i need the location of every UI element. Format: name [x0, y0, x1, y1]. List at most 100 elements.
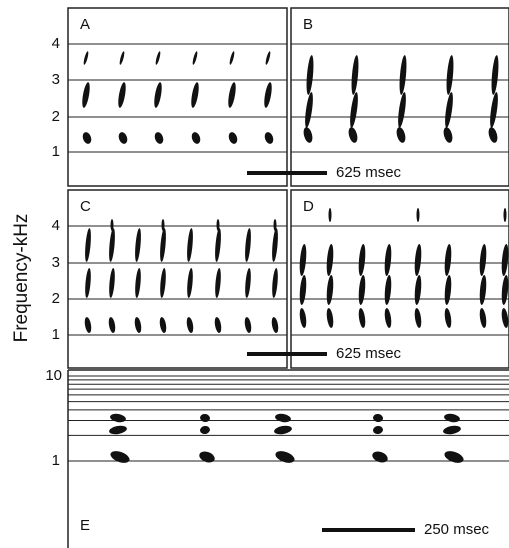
spectrogram-trace — [491, 55, 499, 95]
spectrogram-trace — [192, 51, 198, 65]
spectrogram-trace — [358, 275, 366, 305]
spectrogram-trace — [414, 244, 422, 276]
spectrogram-trace — [109, 268, 115, 298]
spectrogram-trace — [134, 317, 142, 333]
spectrogram-trace — [110, 451, 130, 463]
spectrogram-trace — [118, 82, 126, 108]
spectrogram-trace — [160, 228, 166, 262]
panel-frame — [67, 7, 288, 187]
y-tick-label: 2 — [52, 108, 60, 125]
spectrogram-trace — [110, 219, 114, 231]
spectrogram-trace — [501, 244, 509, 276]
spectrogram-trace — [200, 413, 210, 423]
scale-bar-label: 250 msec — [424, 521, 490, 538]
spectrogram-trace — [154, 82, 162, 108]
spectrogram-trace — [187, 268, 193, 298]
y-tick-label: 3 — [52, 71, 60, 88]
panel-frame — [290, 7, 509, 187]
spectrogram-trace — [110, 413, 126, 423]
spectrogram-trace — [244, 317, 252, 333]
spectrogram-trace — [85, 268, 91, 298]
spectrogram-trace — [384, 275, 392, 305]
panel-frame — [290, 189, 509, 369]
y-tick-label: 2 — [52, 290, 60, 307]
y-tick-label: 3 — [52, 254, 60, 271]
spectrogram-trace — [214, 317, 222, 333]
spectrogram-trace — [159, 317, 167, 333]
spectrogram-trace — [501, 275, 509, 305]
spectrogram-trace — [272, 268, 278, 298]
spectrogram-trace — [109, 228, 115, 262]
spectrogram-trace — [274, 425, 292, 435]
spectrogram-trace — [445, 92, 453, 128]
spectrogram-trace — [416, 208, 420, 222]
spectrogram-trace — [399, 55, 407, 95]
spectrogram-trace — [444, 244, 452, 276]
spectrogram-trace — [303, 127, 313, 143]
panel-label: D — [303, 198, 314, 215]
spectrogram-trace — [216, 219, 220, 231]
y-tick-label: 1 — [52, 143, 60, 160]
spectrogram-trace — [479, 244, 487, 276]
spectrogram-trace — [305, 92, 313, 128]
spectrogram-trace — [119, 51, 125, 65]
scale-bar-label: 625 msec — [336, 345, 402, 362]
y-tick-label: 4 — [52, 217, 60, 234]
scale-bar-label: 625 msec — [336, 164, 402, 181]
spectrogram-trace — [187, 228, 193, 262]
y-tick-label: 1 — [52, 452, 60, 469]
panel-label: A — [80, 16, 90, 33]
spectrogram-trace — [275, 413, 291, 423]
spectrogram-trace — [109, 425, 127, 435]
spectrogram-trace — [351, 55, 359, 95]
spectrogram-trace — [490, 92, 498, 128]
spectrogram-trace — [161, 219, 165, 231]
panel-label: C — [80, 198, 91, 215]
spectrogram-trace — [396, 127, 406, 143]
spectrogram-trace — [501, 308, 509, 328]
spectrogram-trace — [373, 413, 383, 423]
spectrogram-trace — [83, 51, 89, 65]
spectrogram-trace — [444, 413, 460, 423]
spectrogram-trace — [398, 92, 406, 128]
spectrogram-trace — [273, 219, 277, 231]
spectrogram-trace — [215, 228, 221, 262]
y-tick-label: 10 — [45, 367, 62, 384]
y-axis-label: Frequency-kHz — [11, 214, 32, 343]
spectrogram-trace — [191, 132, 201, 144]
spectrogram-trace — [84, 317, 92, 333]
y-tick-label: 1 — [52, 326, 60, 343]
panel-frame — [67, 189, 288, 369]
spectrogram-trace — [306, 55, 314, 95]
spectrogram-trace — [85, 228, 91, 262]
spectrogram-trace — [271, 317, 279, 333]
spectrogram-trace — [82, 132, 92, 144]
spectrogram-trace — [264, 132, 274, 144]
y-tick-label: 4 — [52, 35, 60, 52]
spectrogram-trace — [446, 55, 454, 95]
spectrogram-trace — [444, 308, 452, 328]
spectrogram-trace — [186, 317, 194, 333]
spectrogram-trace — [299, 308, 307, 328]
spectrogram-trace — [326, 275, 334, 305]
spectrogram-trace — [328, 208, 332, 222]
spectrogram-trace — [154, 132, 164, 144]
spectrogram-trace — [229, 51, 235, 65]
spectrogram-trace — [348, 127, 358, 143]
spectrogram-trace — [264, 82, 272, 108]
spectrogram-trace — [358, 244, 366, 276]
spectrogram-trace — [299, 244, 307, 276]
spectrogram-trace — [118, 132, 128, 144]
spectrogram-trace — [228, 82, 236, 108]
spectrogram-trace — [82, 82, 90, 108]
spectrogram-trace — [108, 317, 116, 333]
spectrogram-trace — [372, 451, 388, 463]
spectrogram-trace — [414, 275, 422, 305]
spectrogram-trace — [373, 425, 383, 435]
panel-label: B — [303, 16, 313, 33]
spectrogram-trace — [272, 228, 278, 262]
spectrogram-trace — [200, 425, 210, 435]
spectrogram-trace — [245, 268, 251, 298]
panel-label: E — [80, 517, 90, 534]
